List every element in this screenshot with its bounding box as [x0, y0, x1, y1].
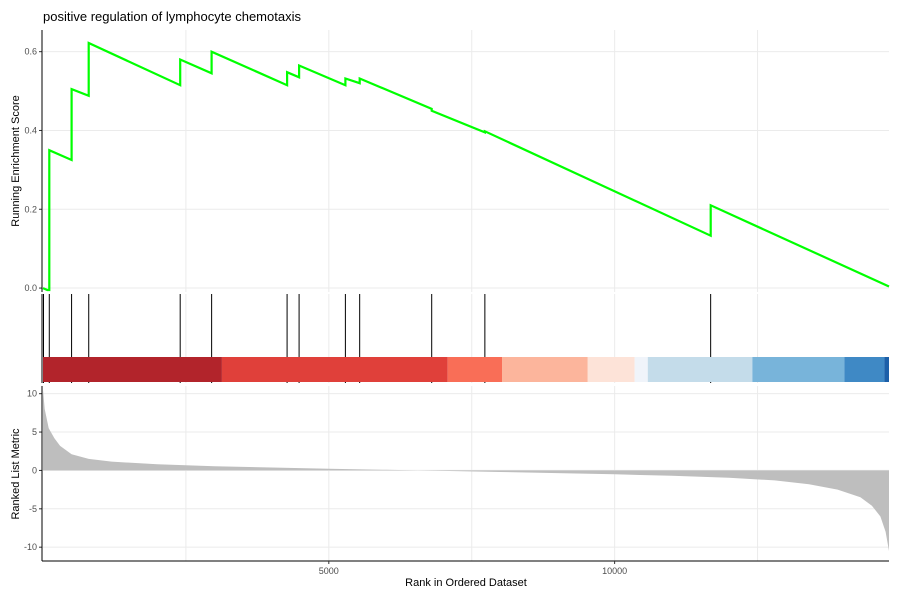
enrichment-score-line — [42, 41, 890, 292]
color-band-segment — [587, 357, 635, 382]
y-tick-label: 0.6 — [24, 47, 37, 57]
enrichment-score-panel: 0.0 0.2 0.4 0.6 Running Enrichment Score — [10, 30, 890, 293]
y-tick-label: 10 — [27, 389, 37, 399]
color-band-segment — [502, 357, 588, 382]
y-tick-label: -10 — [24, 542, 37, 552]
ranked-metric-area — [43, 389, 889, 551]
ranked-y-axis-label: Ranked List Metric — [10, 428, 22, 520]
color-band-segment — [634, 357, 648, 382]
rank-color-band — [43, 357, 889, 382]
y-tick-label: 0.0 — [24, 283, 37, 293]
x-tick-label: 5000 — [319, 566, 339, 576]
color-band-segment — [844, 357, 885, 382]
enrichment-grid — [43, 30, 889, 292]
color-band-segment — [43, 357, 222, 382]
color-band-segment — [647, 357, 753, 382]
enrichment-y-ticks: 0.0 0.2 0.4 0.6 — [24, 47, 42, 293]
x-axis-label: Rank in Ordered Dataset — [405, 577, 527, 589]
enrichment-y-axis-label: Running Enrichment Score — [10, 95, 22, 226]
y-tick-label: 0 — [32, 465, 37, 475]
color-band-segment — [752, 357, 845, 382]
color-band-segment — [884, 357, 889, 382]
x-axis-ticks: 5000 10000 — [319, 561, 627, 576]
ranked-y-ticks: 10 5 0 -5 -10 — [24, 389, 42, 552]
y-tick-label: 0.2 — [24, 204, 37, 214]
y-tick-label: 5 — [32, 427, 37, 437]
y-tick-label: -5 — [29, 504, 37, 514]
color-band-segment — [447, 357, 503, 382]
chart-title: positive regulation of lymphocyte chemot… — [43, 9, 301, 24]
gene-hits-panel — [41, 294, 889, 383]
ranked-list-panel: 10 5 0 -5 -10 5000 10000 Ranked List Metric R… — [10, 386, 889, 589]
x-tick-label: 10000 — [602, 566, 627, 576]
y-tick-label: 0.4 — [24, 125, 37, 135]
color-band-segment — [221, 357, 448, 382]
